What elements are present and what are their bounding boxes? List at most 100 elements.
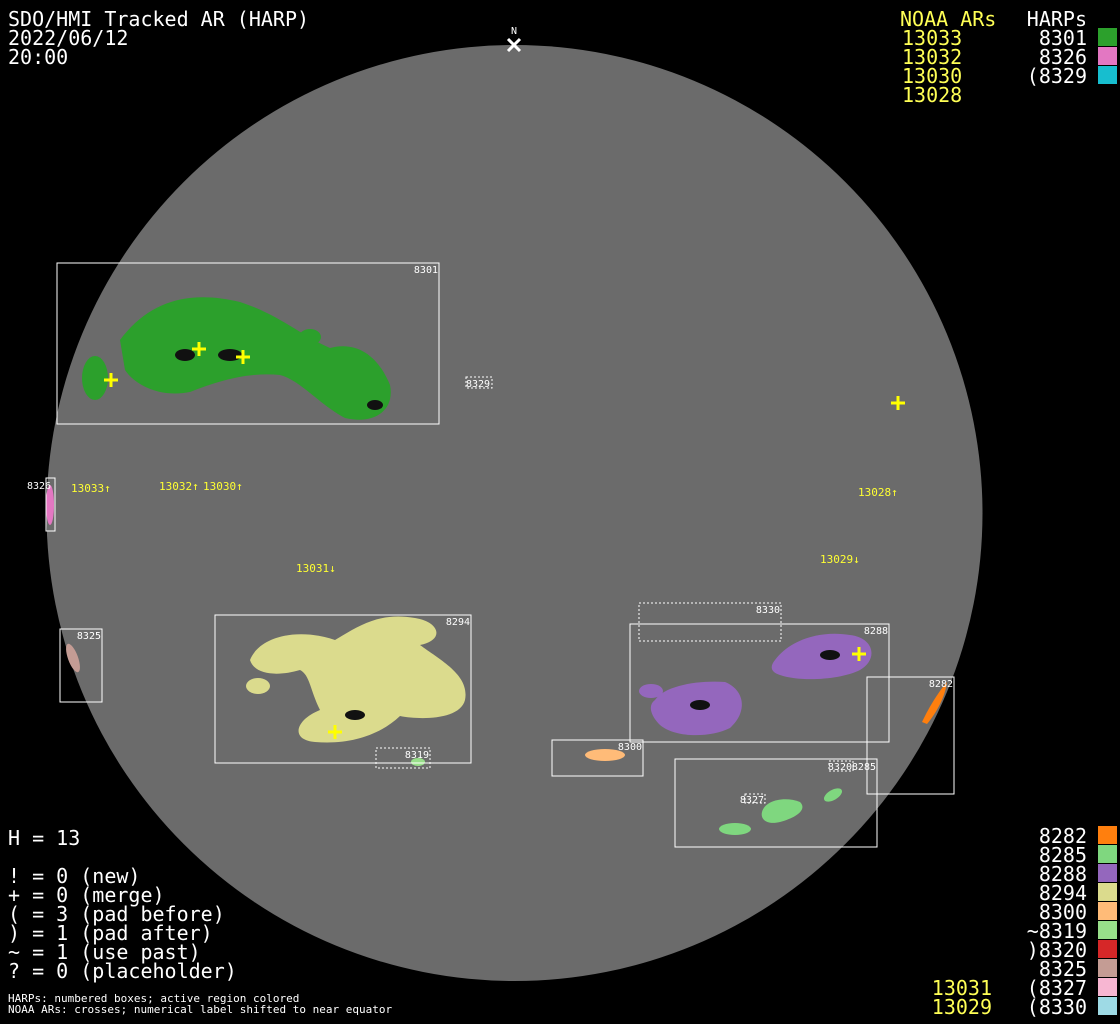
- harp-legend-entry: 8288: [1039, 862, 1087, 886]
- region-8294: [250, 616, 466, 743]
- harp-swatch: [1098, 66, 1117, 84]
- noaa-header: NOAA ARs: [900, 7, 996, 31]
- title: SDO/HMI Tracked AR (HARP): [8, 7, 309, 31]
- harp-legend-entry: ~8319: [1027, 919, 1087, 943]
- harp-box-placeholder: [465, 376, 493, 389]
- harp-box-placeholder: [744, 793, 766, 804]
- region-8325: [66, 643, 80, 673]
- harp-legend-entry: 8285: [1039, 843, 1087, 867]
- harp-legend-entry: 8326: [1039, 45, 1087, 69]
- harp-label: 8288: [864, 626, 888, 637]
- region-8301-part: [299, 329, 321, 345]
- noaa-label: 13028↑: [858, 486, 898, 499]
- harp-label: 8282: [929, 679, 953, 690]
- harp-legend-entry: 8294: [1039, 881, 1087, 905]
- noaa-cross: [104, 373, 118, 387]
- noaa-legend-entry: 13028: [902, 83, 962, 107]
- harp-swatch: [1098, 845, 1117, 863]
- north-marker: [506, 37, 522, 53]
- harp-box-placeholder: [828, 760, 854, 772]
- harp-swatch: [1098, 28, 1117, 46]
- noaa-legend-entry: 13031: [932, 976, 992, 1000]
- harp-legend-entry: (8329: [1027, 64, 1087, 88]
- harp-swatch: [1098, 921, 1117, 939]
- harp-box: [629, 623, 890, 743]
- harp-label: 8319: [405, 750, 429, 761]
- spot: [690, 700, 710, 710]
- spot: [820, 650, 840, 660]
- noaa-cross: [236, 350, 250, 364]
- noaa-label: 13031↓: [296, 562, 336, 575]
- harp-box: [551, 739, 644, 777]
- region-8285-part: [823, 788, 843, 802]
- stat-line: ( = 3 (pad before): [8, 902, 225, 926]
- harp-box-placeholder: [638, 602, 782, 642]
- harp-box-placeholder: [375, 747, 431, 769]
- harp-label: 8285: [852, 762, 876, 773]
- harp-swatch: [1098, 940, 1117, 958]
- harp-legend-entry: 8301: [1039, 26, 1087, 50]
- region-8285: [761, 799, 803, 823]
- region-8282: [922, 682, 947, 724]
- harp-legend-entry: 8282: [1039, 824, 1087, 848]
- harp-swatch: [1098, 864, 1117, 882]
- noaa-crosses: [104, 342, 905, 739]
- footnote: NOAA ARs: crosses; numerical label shift…: [8, 1003, 392, 1016]
- footnote: HARPs: numbered boxes; active region col…: [8, 992, 299, 1005]
- noaa-label: 13030↑: [203, 480, 243, 493]
- harp-box: [56, 262, 440, 425]
- harp-legend-entry: 8325: [1039, 957, 1087, 981]
- spot: [218, 349, 242, 361]
- disk-noaa-labels: 13033↑ 13032↑ 13030↑ 13028↑ 13029↓ 13031…: [71, 480, 898, 575]
- region-8326: [46, 485, 54, 525]
- harp-swatch: [1098, 997, 1117, 1015]
- noaa-cross: [891, 396, 905, 410]
- harp-count: H = 13: [8, 826, 80, 850]
- noaa-label: 13029↓: [820, 553, 860, 566]
- disk-harp-labels: 8301 8329 8326 8325 8294 8319 8300 8330 …: [27, 265, 953, 806]
- stat-line: ) = 1 (pad after): [8, 921, 213, 945]
- harp-legend-entry: (8327: [1027, 976, 1087, 1000]
- harp-swatch: [1098, 883, 1117, 901]
- region-8300: [585, 749, 625, 761]
- date: 2022/06/12: [8, 26, 128, 50]
- noaa-label: 13032↑: [159, 480, 199, 493]
- solar-disk: [46, 45, 983, 981]
- harp-label: 8301: [414, 265, 438, 276]
- harp-label: 8329: [466, 379, 490, 390]
- noaa-cross: [852, 647, 866, 661]
- harp-swatch: [1098, 902, 1117, 920]
- harp-box: [866, 676, 955, 795]
- stats: ! = 0 (new)+ = 0 (merge)( = 3 (pad befor…: [8, 864, 237, 983]
- stat-line: + = 0 (merge): [8, 883, 165, 907]
- harp-swatch: [1098, 47, 1117, 65]
- harp-label: 8330: [756, 605, 780, 616]
- active-regions: [46, 297, 947, 835]
- harp-legend-entry: 8300: [1039, 900, 1087, 924]
- spot: [175, 349, 195, 361]
- noaa-legend-entry: 13033: [902, 26, 962, 50]
- region-8319: [411, 758, 425, 766]
- region-8301-part: [82, 356, 108, 400]
- harp-swatch: [1098, 978, 1117, 996]
- harp-label: 8300: [618, 742, 642, 753]
- region-8285-part: [719, 823, 751, 835]
- noaa-label: 13033↑: [71, 482, 111, 495]
- spot: [345, 710, 365, 720]
- noaa-cross: [328, 725, 342, 739]
- harp-label: 8320: [828, 762, 852, 773]
- noaa-legend-entry: 13030: [902, 64, 962, 88]
- spot: [367, 400, 383, 410]
- harp-boxes: [45, 262, 955, 848]
- noaa-legend-entry: 13032: [902, 45, 962, 69]
- harp-box: [214, 614, 472, 764]
- harp-label: 8294: [446, 617, 470, 628]
- harp-label: 8325: [77, 631, 101, 642]
- harp-box: [674, 758, 878, 848]
- harp-box: [59, 628, 103, 703]
- stat-line: ~ = 1 (use past): [8, 940, 201, 964]
- noaa-legend-entry: 13029: [932, 995, 992, 1019]
- harp-header: HARPs: [1027, 7, 1087, 31]
